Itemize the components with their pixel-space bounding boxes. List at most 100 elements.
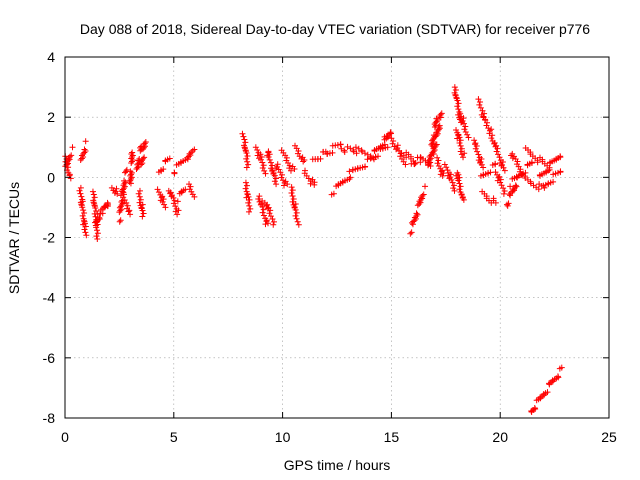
data-point [266,156,273,163]
data-point [456,174,463,181]
data-segment [381,129,394,143]
data-segment [479,188,499,206]
data-point [458,145,465,152]
data-point [138,204,145,211]
data-point [127,168,134,175]
x-tick-label: 0 [61,429,69,445]
data-point [78,201,85,208]
data-point [290,195,297,202]
y-tick-label: -8 [43,410,56,426]
data-point [191,146,198,153]
data-point [170,194,177,201]
data-segment [273,161,291,189]
data-segment [429,110,445,158]
data-point [120,191,127,198]
data-point [94,230,101,237]
data-point [416,198,423,205]
data-point [243,150,250,157]
data-point [77,184,84,191]
data-point [169,192,176,199]
data-segment [338,143,360,157]
data-point [78,193,85,200]
data-segment [171,157,189,177]
data-point [484,119,491,126]
data-point [341,148,348,155]
data-point [79,204,86,211]
data-point [284,181,291,188]
data-point [473,142,480,149]
data-point [417,159,424,166]
data-point [81,220,88,227]
data-segment [155,155,173,176]
data-segment [278,147,298,174]
data-point [465,134,472,141]
data-point [387,129,394,136]
data-segment [94,202,111,218]
data-point [172,203,179,210]
data-point [117,217,124,224]
data-point [96,214,103,221]
data-point [434,160,441,167]
data-segment [184,146,198,163]
data-point [550,178,557,185]
data-point [242,179,249,186]
data-point [311,181,318,188]
data-point [453,94,460,101]
data-point [65,169,72,176]
data-point [435,157,442,164]
data-segment [451,84,465,126]
data-point [286,162,293,169]
data-point [280,182,287,189]
data-point [293,209,300,216]
data-point [270,221,277,228]
data-point [460,154,467,161]
data-point [471,137,478,144]
data-point [259,203,266,210]
data-point [475,96,482,103]
data-segment [174,186,189,205]
data-point [258,154,265,161]
data-point [462,128,469,135]
data-point [140,155,147,162]
data-point [175,207,182,214]
data-point [137,196,144,203]
data-point [444,167,451,174]
data-point [69,144,76,151]
data-point [241,144,248,151]
data-point [418,194,425,201]
data-point [459,193,466,200]
data-point [456,140,463,147]
data-point [289,187,296,194]
data-point [136,193,143,200]
data-point [455,131,462,138]
data-point [242,147,249,154]
data-point [362,163,369,170]
data-point [439,167,446,174]
data-point [262,221,269,228]
data-point [269,215,276,222]
data-point [307,180,314,187]
data-point [449,179,456,186]
data-point [407,230,414,237]
data-point [460,120,467,127]
data-point [260,206,267,213]
data-segment [135,187,147,220]
data-point [118,199,125,206]
data-point [492,169,499,176]
data-point [413,210,420,217]
data-point [472,145,479,152]
data-point [243,155,250,162]
data-point [544,389,551,396]
data-point [496,154,503,161]
data-point [82,138,89,145]
data-point [90,199,97,206]
data-segment [255,193,272,228]
data-point [492,160,499,167]
data-point [91,194,98,201]
data-point [500,185,507,192]
data-segment [252,144,269,177]
data-point [330,190,337,197]
data-point [513,183,520,190]
data-point [497,176,504,183]
data-point [477,99,484,106]
